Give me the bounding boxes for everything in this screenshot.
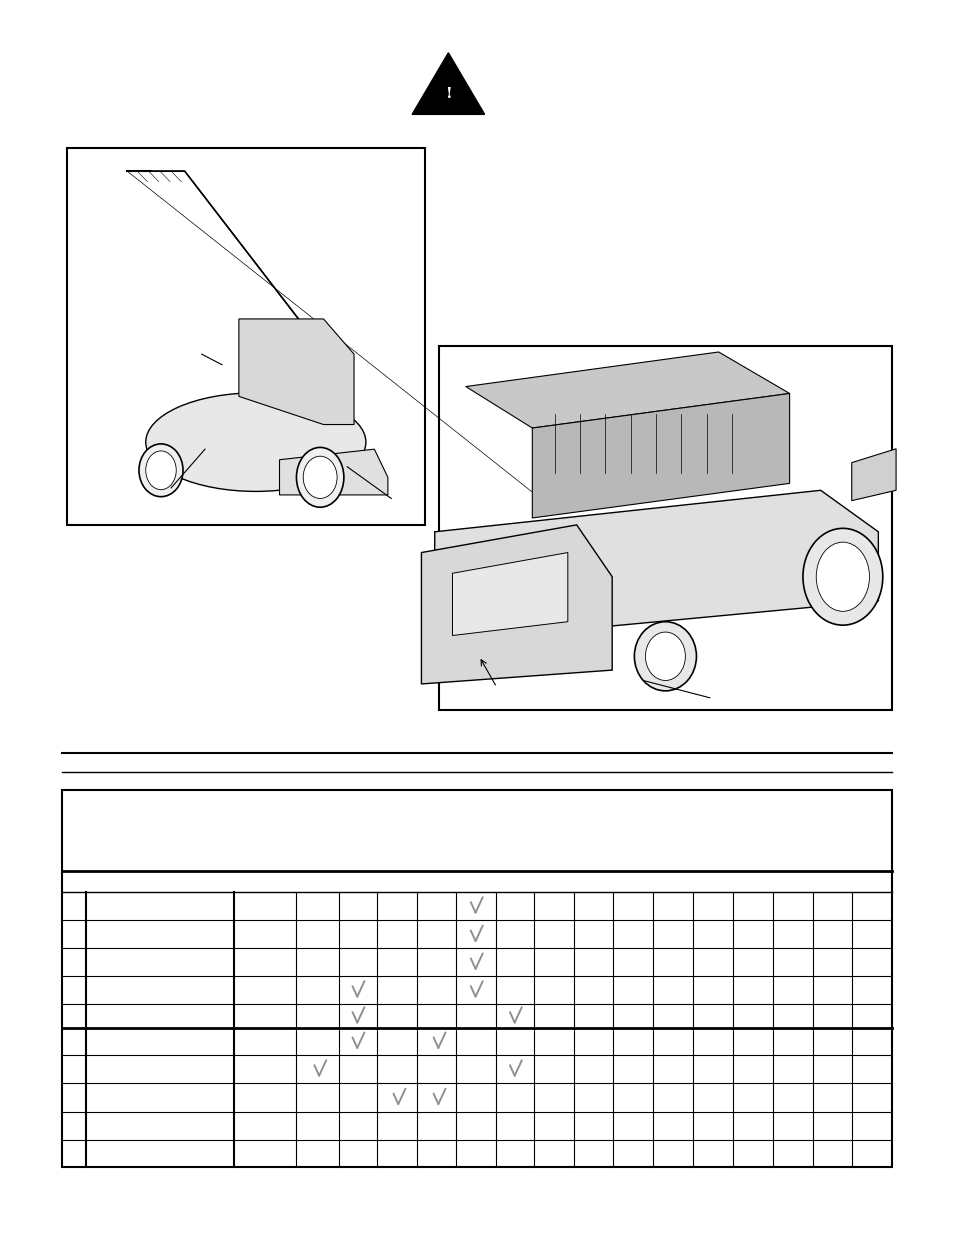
Bar [62,790,891,1167]
Ellipse shape [296,447,343,508]
Ellipse shape [303,456,336,499]
Polygon shape [452,552,567,636]
Ellipse shape [146,393,366,492]
Polygon shape [851,448,895,500]
Polygon shape [465,352,789,429]
Bar [67,148,424,525]
Ellipse shape [645,632,684,680]
Polygon shape [279,450,388,495]
Polygon shape [412,53,484,115]
Polygon shape [238,319,354,425]
Ellipse shape [146,451,176,489]
Text: !: ! [445,88,451,101]
Ellipse shape [802,529,882,625]
Ellipse shape [816,542,868,611]
Bar [438,346,891,710]
Ellipse shape [139,443,183,496]
Polygon shape [435,490,878,636]
Polygon shape [532,394,789,517]
Polygon shape [421,525,612,684]
Ellipse shape [634,621,696,690]
